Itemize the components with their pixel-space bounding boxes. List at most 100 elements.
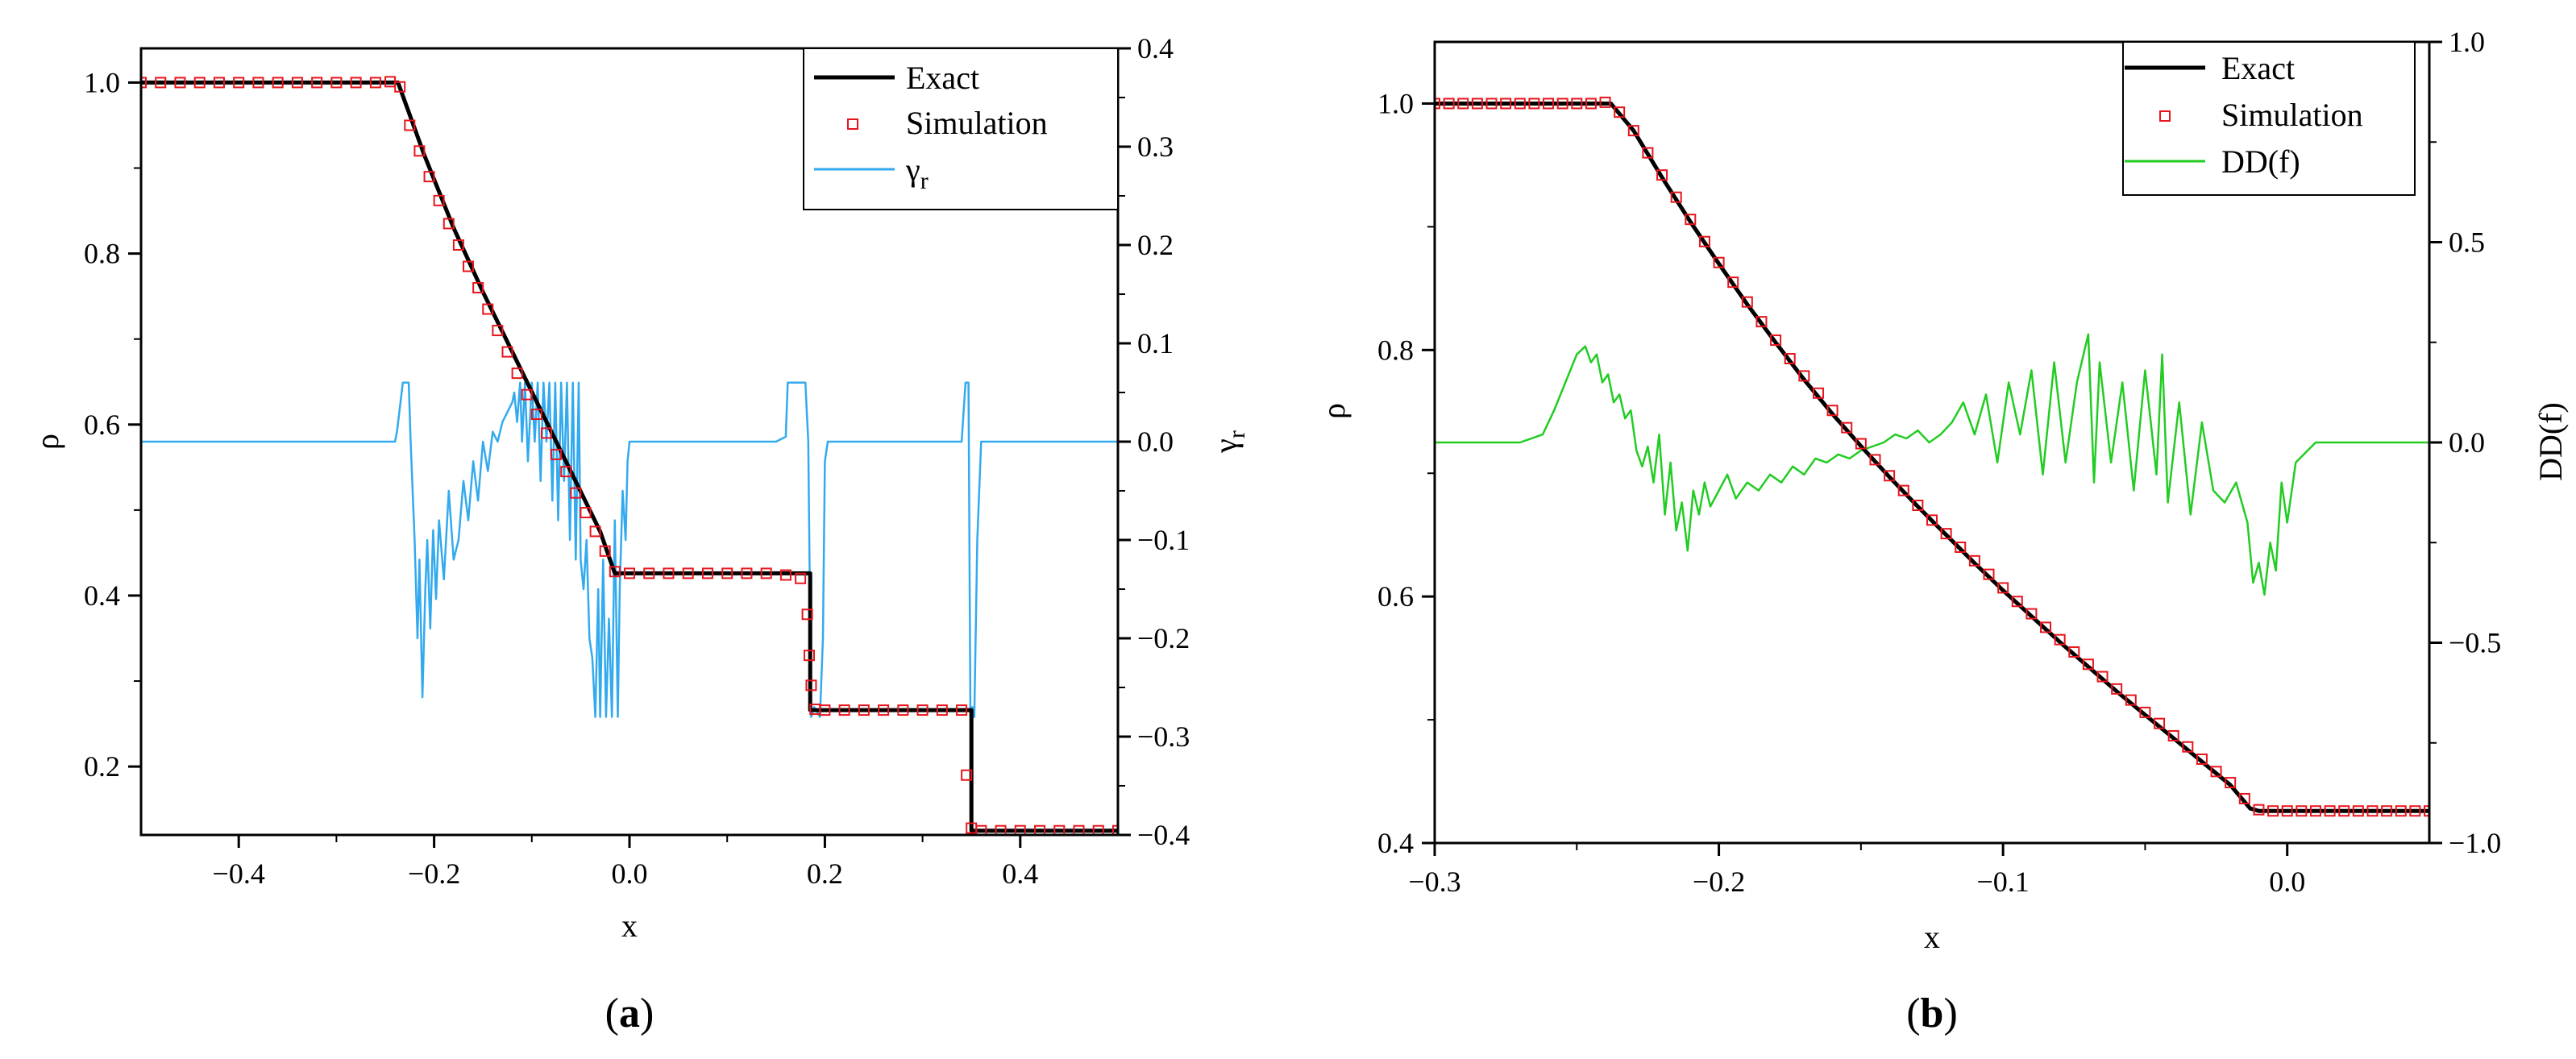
panel-a-x-tick-label: −0.2: [408, 858, 460, 890]
panel-b-simulation-point: [2281, 805, 2293, 817]
panel-a-simulation-point: [916, 704, 929, 716]
panel-a-simulation-point: [995, 824, 1007, 835]
panel-a-simulation-point: [819, 704, 831, 716]
panel-a-simulation-point: [413, 145, 426, 157]
panel-a-y2-tick-label: −0.4: [1137, 819, 1190, 851]
panel-a-simulation-point: [760, 567, 772, 579]
panel-a-simulation-point: [174, 77, 186, 89]
panel-a-y2-tick-label: −0.3: [1137, 721, 1190, 753]
panel-a-y2-tick-label: 0.0: [1137, 426, 1174, 458]
panel-a-simulation-point: [975, 824, 987, 835]
panel-b-simulation-point: [2409, 805, 2421, 817]
panel-a-y2-tick-label: 0.1: [1137, 327, 1174, 359]
panel-a-simulation-point: [141, 77, 147, 89]
panel-a-y-axis: 0.2 0.4 0.6 0.8 1.0: [84, 66, 141, 783]
panel-a-simulation-point: [961, 769, 973, 781]
panel-b-label-letter: b: [1921, 990, 1944, 1036]
panel-b-simulation-point: [2068, 646, 2080, 658]
panel-b-simulation-point: [2196, 754, 2208, 766]
panel-a-simulation-point: [801, 608, 813, 621]
panel-b-simulation-point: [2125, 694, 2137, 706]
panel-b-y2-axis-label: DD(f): [2532, 402, 2569, 481]
panel-a-simulation-point: [805, 679, 817, 691]
panel-b-y-axis-label: ρ: [1315, 403, 1352, 419]
panel-a-simulation-point: [599, 545, 611, 557]
panel-b-simulation-point: [1968, 554, 1980, 567]
panel-a-label-open: (: [605, 990, 619, 1036]
panel-a-simulation-point: [404, 119, 416, 131]
panel-a-simulation-point: [350, 77, 362, 89]
panel-a-simulation-point: [213, 77, 225, 89]
panel-a-simulation-point: [482, 303, 494, 315]
panel-b-simulation-point: [1435, 98, 1440, 110]
panel-b-simulation-point: [1670, 191, 1682, 203]
panel-a-simulation-point: [570, 487, 582, 499]
panel-a-simulation-point: [511, 368, 523, 380]
panel-b-simulation-point: [1841, 422, 1853, 434]
panel-b-y-axis: 0.4 0.6 0.8 1.0: [1377, 87, 1435, 859]
panel-b-series-line: [1435, 102, 2429, 813]
panel-a: −0.4 −0.2 0.0 0.2 0.4 0.20.40.60.81.0 −0.4−0…: [29, 32, 1250, 1036]
panel-b-simulation-point: [1855, 438, 1867, 450]
panel-b-simulation-point: [1698, 235, 1710, 247]
panel-a-simulation-point: [560, 466, 572, 478]
panel-b-simulation-point: [1514, 98, 1526, 110]
panel-a-plot-area: [141, 76, 1118, 835]
panel-a-simulation-point: [663, 567, 675, 579]
panel-a-simulation-point: [291, 77, 303, 89]
panel-b-series-line: [1435, 333, 2429, 596]
panel-b-simulation-point: [2381, 805, 2393, 817]
panel-a-x-axis: −0.4 −0.2 0.0 0.2 0.4: [213, 835, 1038, 890]
panel-a-simulation-point: [1092, 824, 1104, 835]
panel-b-y2-tick-label: 0.5: [2449, 226, 2485, 259]
panel-b-simulation-point: [1485, 98, 1498, 110]
panel-a-legend-label-gamma-sub: r: [920, 168, 929, 194]
panel-b-x-tick-label: 0.0: [2269, 866, 2305, 898]
panel-a-simulation-point: [701, 567, 713, 579]
panel-a-simulation-point: [956, 704, 968, 716]
panel-a-label: (a): [605, 990, 654, 1036]
panel-b-simulation-point: [1826, 405, 1839, 417]
panel-a-y-tick-label: 0.4: [84, 579, 120, 612]
panel-a-simulation-point: [858, 704, 870, 716]
panel-b-legend-label-simulation: Simulation: [2221, 97, 2363, 133]
panel-a-simulation-point: [609, 566, 621, 578]
panel-a-y2-tick-label: −0.1: [1137, 524, 1190, 556]
panel-a-y-tick-label: 0.8: [84, 238, 120, 270]
panel-b-simulation-point: [2182, 741, 2194, 753]
panel-b-y2-tick-label: −0.5: [2449, 627, 2501, 659]
panel-b-simulation-point: [1727, 276, 1739, 289]
panel-b-simulation-point: [1741, 296, 1753, 308]
panel-b-simulation-point: [1912, 499, 1924, 511]
panel-a-simulation-point: [1112, 824, 1118, 835]
panel-b-series-exact: [1435, 102, 2429, 813]
panel-a-simulation-point: [272, 77, 284, 89]
panel-b-simulation-point: [2096, 671, 2109, 683]
panel-a-simulation-point: [540, 427, 552, 439]
panel-a-y2-tick-label: 0.3: [1137, 131, 1174, 163]
panel-a-series-gamma: [141, 381, 1118, 718]
panel-a-simulation-point: [1034, 824, 1046, 835]
panel-b-legend-label-dd: DD(f): [2221, 143, 2300, 180]
panel-b-simulation-point: [1869, 454, 1881, 466]
panel-a-y2-axis: −0.4 −0.3 −0.2 −0.1 0.0 0.1 0.2 0.3 0.4: [1118, 32, 1190, 851]
panel-a-simulation-point: [442, 218, 455, 230]
panel-b-simulation-point: [1770, 334, 1782, 347]
panel-b-legend-label-exact: Exact: [2221, 50, 2295, 86]
panel-a-x-tick-label: 0.4: [1002, 858, 1038, 890]
panel-a-simulation-point: [311, 77, 323, 89]
panel-a-simulation-point: [394, 81, 406, 93]
panel-b-simulation-point: [1685, 214, 1697, 226]
panel-b-x-tick-label: −0.1: [1976, 866, 2029, 898]
panel-b-simulation-point: [2154, 717, 2166, 729]
panel-a-y2-axis-label: γr: [1207, 430, 1250, 454]
panel-a-simulation-point: [1053, 824, 1066, 835]
panel-b-y2-tick-label: 0.0: [2449, 426, 2485, 459]
panel-b-series-simulation: [1435, 96, 2429, 817]
panel-a-simulation-point: [492, 325, 504, 337]
panel-b-simulation-point: [1556, 98, 1568, 110]
panel-b-simulation-point: [1755, 316, 1768, 328]
panel-a-series-line: [141, 381, 1118, 718]
panel-a-simulation-point: [838, 704, 850, 716]
panel-a-x-tick-label: −0.4: [213, 858, 265, 890]
